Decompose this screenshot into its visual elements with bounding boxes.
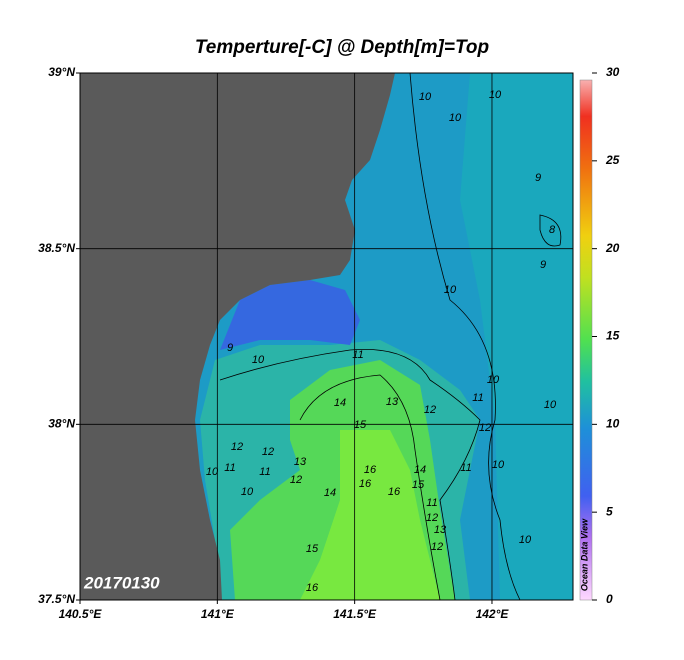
contour-label: 9 bbox=[535, 172, 541, 184]
ocean-east bbox=[460, 73, 573, 600]
contour-label: 9 bbox=[540, 259, 546, 271]
contour-label: 14 bbox=[324, 487, 336, 499]
contour-label: 16 bbox=[359, 478, 372, 490]
contour-label: 8 bbox=[549, 224, 556, 236]
contour-label: 11 bbox=[460, 462, 471, 474]
colorbar bbox=[579, 79, 593, 601]
contour-label: 10 bbox=[241, 486, 254, 498]
lat-tick-label: 38°N bbox=[48, 417, 75, 431]
contour-label: 10 bbox=[492, 459, 505, 471]
contour-label: 10 bbox=[252, 354, 265, 366]
contour-line bbox=[219, 349, 481, 601]
contour-line bbox=[299, 374, 441, 601]
contour-line bbox=[409, 72, 521, 601]
colorbar-tick-label: 30 bbox=[606, 65, 620, 79]
contour-label: 12 bbox=[262, 446, 274, 458]
contour-label: 11 bbox=[352, 349, 363, 361]
land bbox=[80, 73, 395, 600]
contour-label: 12 bbox=[431, 541, 443, 553]
lat-tick-label: 37.5°N bbox=[38, 592, 75, 606]
date-label: 20170130 bbox=[83, 573, 160, 592]
lon-tick-label: 141.5°E bbox=[333, 607, 377, 621]
watermark: Ocean Data View bbox=[579, 518, 589, 591]
contour-label: 16 bbox=[306, 582, 319, 594]
colorbar-tick-label: 20 bbox=[605, 241, 620, 255]
contour-label: 10 bbox=[519, 534, 532, 546]
colorbar-tick-label: 5 bbox=[606, 504, 613, 518]
contour-label: 13 bbox=[294, 456, 307, 468]
contour-label: 16 bbox=[364, 464, 377, 476]
contour-label: 10 bbox=[487, 374, 500, 386]
contour-label: 13 bbox=[386, 396, 399, 408]
contour-label: 10 bbox=[206, 466, 219, 478]
contour-label: 14 bbox=[334, 397, 346, 409]
map-frame bbox=[79, 72, 574, 601]
contour-label: 10 bbox=[544, 399, 557, 411]
contour-label: 15 bbox=[306, 543, 319, 555]
warm-core bbox=[300, 430, 440, 600]
colorbar-tick-label: 10 bbox=[606, 417, 620, 431]
contour-label: 10 bbox=[449, 112, 462, 124]
lon-tick-label: 141°E bbox=[201, 607, 235, 621]
contour-label: 12 bbox=[290, 474, 302, 486]
lon-tick-label: 142°E bbox=[476, 607, 510, 621]
contour-label: 11 bbox=[426, 497, 437, 509]
lon-tick-label: 140.5°E bbox=[59, 607, 103, 621]
contour-label: 9 bbox=[227, 342, 233, 354]
contour-label: 15 bbox=[354, 419, 367, 431]
axes: 140.5°E 141°E 141.5°E 142°E 37.5°N 38°N 38.5°N… bbox=[38, 65, 620, 621]
contour-label: 10 bbox=[419, 91, 432, 103]
colorbar-tick-label: 0 bbox=[606, 592, 613, 606]
contour-label: 13 bbox=[434, 524, 447, 536]
contour-label: 11 bbox=[224, 462, 235, 474]
contour-label: 11 bbox=[259, 466, 270, 478]
contour-label: 15 bbox=[412, 479, 425, 491]
contour-label: 16 bbox=[388, 486, 401, 498]
contour-label: 11 bbox=[472, 392, 483, 404]
contour-label: 12 bbox=[424, 404, 436, 416]
contour-label: 12 bbox=[426, 512, 438, 524]
colorbar-tick-label: 15 bbox=[606, 329, 620, 343]
contour-label: 10 bbox=[444, 284, 457, 296]
colorbar-tick-label: 25 bbox=[605, 153, 620, 167]
contour-label: 12 bbox=[479, 422, 491, 434]
contour-label: 12 bbox=[231, 441, 243, 453]
cold-bay bbox=[220, 280, 360, 350]
contour-line bbox=[539, 214, 562, 247]
contour-label: 14 bbox=[414, 464, 426, 476]
map-title: Temperture[-C] @ Depth[m]=Top bbox=[195, 37, 489, 58]
lat-tick-label: 39°N bbox=[48, 65, 75, 79]
contour-label: 10 bbox=[489, 89, 502, 101]
lat-tick-label: 38.5°N bbox=[38, 241, 75, 255]
